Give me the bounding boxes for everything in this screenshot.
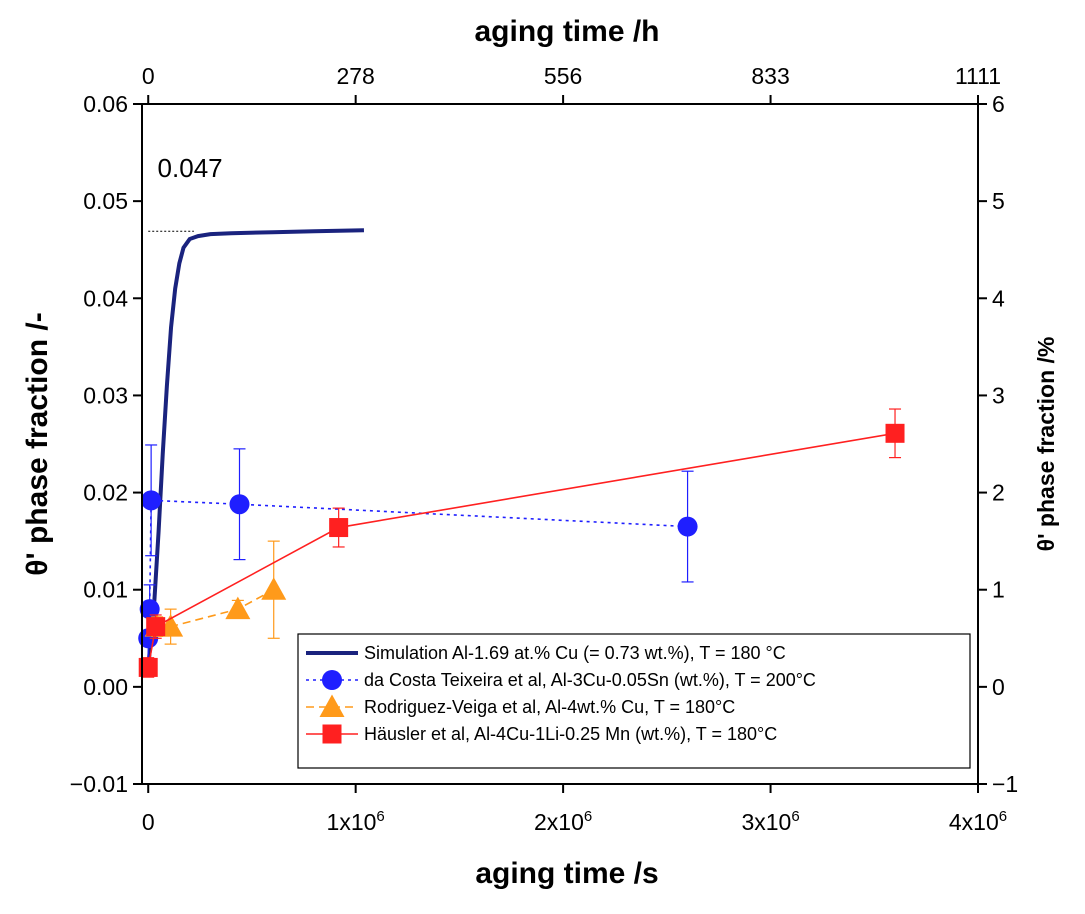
x-tick-label: 1x106: [327, 808, 385, 835]
data-point: [229, 494, 250, 515]
simulation-curve: [146, 228, 365, 668]
plateau-annotation: 0.047: [158, 153, 223, 183]
data-point: [146, 617, 166, 637]
y-tick-label: 0.05: [83, 188, 128, 214]
top-tick-label: 556: [544, 63, 582, 89]
legend-swatch-marker: [322, 724, 342, 744]
top-tick-label: 278: [336, 63, 374, 89]
y2-tick-label: 6: [992, 91, 1005, 117]
y2-axis-title: θ' phase fraction /%: [1033, 337, 1059, 552]
data-point: [138, 657, 158, 677]
y2-tick-label: 3: [992, 382, 1005, 408]
tick-layer: 0 1x106 2x106 3x106 4x106 0 278 556 833 1111 −0.01…: [70, 63, 1018, 835]
legend-entry-label: Simulation Al-1.69 at.% Cu (= 0.73 wt.%)…: [364, 643, 786, 663]
y-tick-label: 0.02: [83, 480, 128, 506]
y-tick-label: 0.06: [83, 91, 128, 117]
x-tick-label: 0: [142, 809, 155, 835]
y-tick-label: 0.04: [83, 285, 128, 311]
data-point: [329, 518, 349, 538]
data-point: [141, 490, 162, 511]
top-tick-label: 0: [142, 63, 155, 89]
data-point: [261, 577, 287, 600]
series-layer: [138, 228, 905, 678]
y-tick-label: 0.01: [83, 577, 128, 603]
top-axis-title: aging time /h: [474, 15, 659, 48]
plot-frame: [141, 103, 979, 785]
y-tick-label: 0.03: [83, 382, 128, 408]
data-point: [885, 423, 905, 443]
x-tick-label: 3x106: [741, 808, 799, 835]
data-point: [139, 599, 160, 620]
y2-tick-label: 0: [992, 674, 1005, 700]
y-tick-label: −0.01: [70, 771, 128, 797]
top-tick-label: 833: [751, 63, 789, 89]
series-2: [144, 540, 287, 645]
legend-entry-label: Rodriguez-Veiga et al, Al-4wt.% Cu, T = …: [364, 697, 735, 717]
axes-frame: [141, 103, 979, 785]
series-3: [138, 408, 905, 678]
series-connector-line: [157, 589, 275, 628]
data-point: [225, 596, 251, 620]
legend-entry-label: Häusler et al, Al-4Cu-1Li-0.25 Mn (wt.%)…: [364, 724, 777, 744]
legend-entry-label: da Costa Teixeira et al, Al-3Cu-0.05Sn (…: [364, 670, 816, 690]
x-tick-label: 2x106: [534, 808, 592, 835]
legend-swatch-marker: [322, 670, 342, 690]
legend: Simulation Al-1.69 at.% Cu (= 0.73 wt.%)…: [297, 633, 971, 769]
x-axis-title: aging time /s: [475, 857, 658, 890]
y2-tick-label: 5: [992, 188, 1005, 214]
y2-tick-label: −1: [992, 771, 1018, 797]
series-1: [138, 444, 698, 664]
legend-swatch-marker: [319, 694, 345, 717]
series-0: [146, 228, 365, 668]
y-tick-label: 0.00: [83, 674, 128, 700]
y2-tick-label: 4: [992, 285, 1005, 311]
series-connector-line: [147, 432, 896, 668]
x-tick-label: 4x106: [949, 808, 1007, 835]
top-tick-label: 1111: [955, 63, 1001, 89]
y2-tick-label: 1: [992, 577, 1005, 603]
data-point: [677, 516, 698, 537]
y-axis-title: θ' phase fraction /-: [21, 312, 54, 575]
legend-box: [297, 633, 971, 769]
y2-tick-label: 2: [992, 480, 1005, 506]
